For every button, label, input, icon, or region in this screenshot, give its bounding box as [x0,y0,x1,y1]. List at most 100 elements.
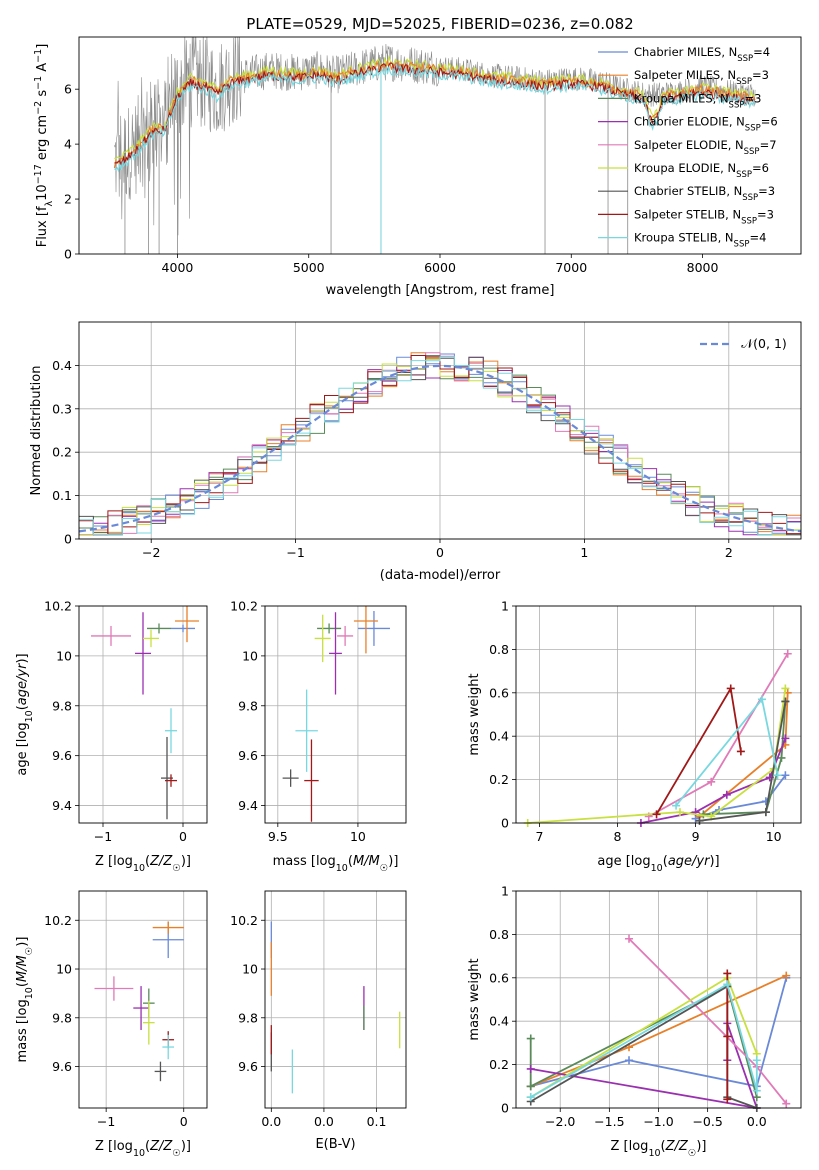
errorbars [91,606,199,820]
y-tick-label: 9.8 [238,1010,258,1025]
y-tick-label: 10 [56,648,72,663]
y-tick-label: 0 [501,1101,509,1116]
x-tick-label: −1 [286,545,304,560]
weight_vs_Z-panel: −2.0 −1.5 −1.0 −0.5 0.0 0 0.2 0.4 0.6 0.8 1 Z [log1… [467,884,802,1159]
y-tick-label: 10.2 [44,599,72,614]
x-axis-label: E(B-V) [315,1137,355,1152]
residuals-panel: −2 −1 0 1 2 0 0.1 0.2 0.3 0.4 (data-model)/error No… [29,321,802,583]
y-tick-label: 4 [64,137,72,152]
weight-marker-kroupa_stelib [752,1056,761,1065]
x-tick-label: −1 [94,829,112,844]
weight-marker-kroupa_stelib [723,980,732,989]
legend-entry-normal: 𝒩(0, 1) [741,336,787,351]
weight-marker-chabrier_elodie [526,1064,535,1073]
x-tick-label: 10 [766,829,782,844]
x-tick-label: 5000 [293,260,325,275]
weight-marker-kroupa_elodie [781,684,790,693]
y-tick-label: 0 [501,816,509,831]
weight-marker-kroupa_miles [777,753,786,762]
x-tick-label: 4000 [162,260,194,275]
y-tick-label: 9.8 [52,698,72,713]
legend-entry-chabrier_elodie: Chabrier ELODIE, NSSP=6 [634,115,778,134]
weight-marker-salpeter_stelib [723,1032,732,1041]
mass_vs_ebv-panel: 0.0 0.0 0.1 9.6 9.8 10 10.2 E(B-V) [230,890,407,1152]
y-tick-label: 10 [242,962,258,977]
weight-marker-kroupa_miles [526,1082,535,1091]
y-tick-label: 0.8 [489,642,509,657]
x-tick-label: 0.0 [261,1114,281,1129]
x-tick-label: 2 [725,545,733,560]
weight-marker-salpeter_elodie [782,1099,791,1108]
x-axis-label: Z [log10(Z/Z☉)] [95,854,191,874]
y-tick-label: 2 [64,192,72,207]
y-tick-label: 9.8 [238,698,258,713]
weight-marker-salpeter_miles [782,971,791,980]
x-tick-label: 0.1 [367,1114,387,1129]
x-tick-label: −1.5 [594,1114,624,1129]
y-tick-label: 1 [501,884,509,899]
y-tick-label: 0.4 [489,729,509,744]
age_vs_mass-panel: 9.5 10 9.4 9.6 9.8 10 10.2 mass [log10(M/M☉)] [230,599,407,874]
y-tick-label: 0 [64,532,72,547]
weight-line-kroupa_miles [529,985,758,1098]
weight-line-kroupa_miles [703,701,787,816]
spectrum-panel: 4000 5000 6000 7000 8000 0 2 4 6 wavelength [Angs… [33,36,802,298]
weight-marker-chabrier_elodie [722,790,731,799]
observed-spectrum [114,37,756,236]
x-tick-label: 0.0 [747,1114,767,1129]
legend: Chabrier MILES, NSSP=4 Salpeter MILES, NS… [598,45,778,250]
errorbars [282,606,390,822]
errorbars [270,921,401,1094]
y-tick-label: 10 [242,648,258,663]
y-tick-label: 9.6 [52,1059,72,1074]
age_vs_Z-panel: −1 0 9.4 9.6 9.8 10 10.2 Z [log10(Z/Z☉)] age [lo… [15,599,208,874]
x-tick-label: −1.0 [643,1114,673,1129]
axes-frame [78,605,208,824]
legend-entry-salpeter_stelib: Salpeter STELIB, NSSP=3 [634,207,774,226]
histogram-kroupa_stelib [79,356,801,536]
weight-marker-chabrier_stelib [695,816,704,825]
weight-marker-kroupa_stelib [773,771,782,780]
weight_vs_age-panel: 7 8 9 10 0 0.2 0.4 0.6 0.8 1 age [log10(age/yr)] ma… [467,599,802,874]
mass_vs_Z-panel: −1 0 9.6 9.8 10 10.2 Z [log10(Z/Z☉)] mass [log1… [15,890,208,1159]
y-tick-label: 10.2 [230,913,258,928]
x-tick-label: 7000 [555,260,587,275]
legend-entry-kroupa_elodie: Kroupa ELODIE, NSSP=6 [634,161,769,180]
y-tick-label: 0.8 [489,927,509,942]
weight-marker-kroupa_stelib [757,695,766,704]
axes-frame [515,890,802,1109]
weight-marker-salpeter_stelib [736,747,745,756]
x-tick-label: 9.5 [268,829,288,844]
weight-marker-salpeter_elodie [625,934,634,943]
weight-marker-kroupa_elodie [675,808,684,817]
y-axis-label: age [log10(age/yr)] [15,653,35,775]
y-tick-label: 0.2 [489,772,509,787]
y-axis-label: mass weight [467,673,482,755]
x-axis-label: mass [log10(M/M☉)] [273,854,399,874]
y-tick-label: 9.4 [52,798,72,813]
legend-entry-chabrier_stelib: Chabrier STELIB, NSSP=3 [634,184,775,203]
x-tick-label: 6000 [424,260,456,275]
weight-marker-chabrier_miles [625,1056,634,1065]
weight-marker-chabrier_stelib [761,808,770,817]
legend-entry-kroupa_miles: Kroupa MILES, NSSP=3 [634,91,761,110]
x-tick-label: 0 [179,829,187,844]
x-axis-label: Z [log10(Z/Z☉)] [611,1139,707,1159]
y-tick-label: 9.6 [238,748,258,763]
axes-frame [78,321,802,540]
x-tick-label: 8 [614,829,622,844]
y-tick-label: 0 [64,247,72,262]
errorbars [94,921,184,1082]
x-tick-label: 0.0 [314,1114,334,1129]
y-tick-label: 9.6 [52,748,72,763]
y-tick-label: 0.2 [52,445,72,460]
x-axis-label: wavelength [Angstrom, rest frame] [326,283,555,298]
y-axis-label: Normed distribution [29,366,44,496]
model-spectrum-kroupa_stelib [114,65,756,173]
y-axis-label: mass weight [467,958,482,1040]
weight-marker-chabrier_elodie [781,734,790,743]
x-tick-label: 0 [180,1114,188,1129]
legend-entry-salpeter_elodie: Salpeter ELODIE, NSSP=7 [634,138,777,157]
weight-marker-kroupa_miles [526,1034,535,1043]
x-tick-label: 0 [436,545,444,560]
